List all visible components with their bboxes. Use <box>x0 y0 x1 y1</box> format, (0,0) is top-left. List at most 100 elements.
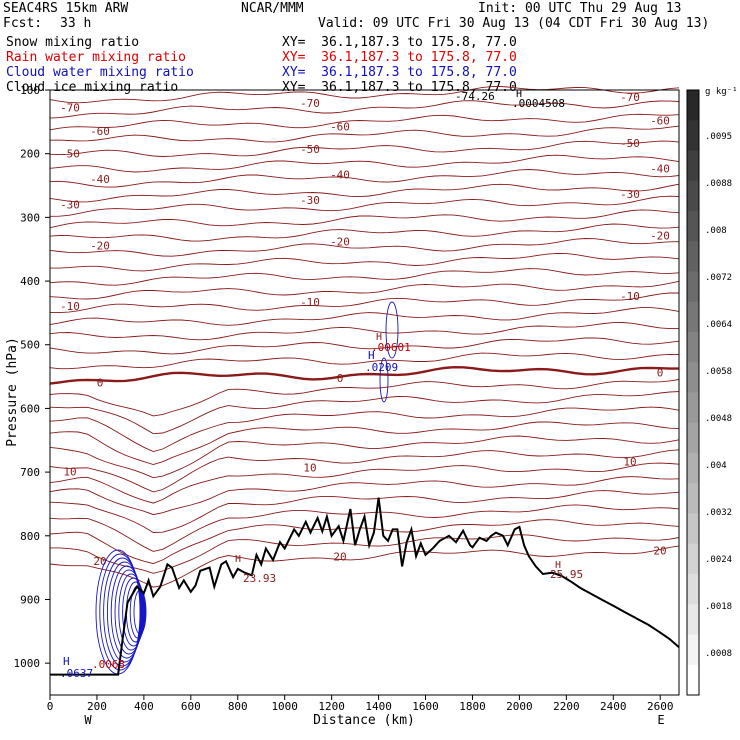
isotherm-label: -60 <box>90 125 110 138</box>
colorbar-swatch <box>687 453 699 484</box>
isotherm-label: -70 <box>300 97 320 110</box>
isotherm-line <box>49 337 680 355</box>
colorbar-swatch <box>687 392 699 424</box>
field-snow-xy: XY= 36.1,187.3 to 175.8, 77.0 <box>282 35 517 50</box>
y-tick-label: 900 <box>20 593 40 606</box>
colorbar-swatch <box>687 604 699 635</box>
x-end-label-east: E <box>657 713 664 727</box>
isotherm-label: -10 <box>300 296 320 309</box>
isotherm-line <box>49 280 680 300</box>
colorbar-tick-label: .0095 <box>705 132 732 142</box>
isotherm-line <box>49 209 680 229</box>
label-temp-max-2: 25.95 <box>550 568 583 581</box>
colorbar-swatch <box>687 664 699 696</box>
field-snow-name: Snow mixing ratio <box>6 35 140 50</box>
colorbar-tick-label: .0018 <box>705 602 732 612</box>
colorbar-swatch <box>687 301 699 333</box>
isotherm-label: -30 <box>60 198 80 211</box>
valid-time: Valid: 09 UTC Fri 30 Aug 13 (04 CDT Fri … <box>318 16 710 31</box>
label-H-top: H <box>516 89 522 100</box>
cloud-water-contour <box>106 561 143 663</box>
isotherm-label: -60 <box>330 121 350 134</box>
y-tick-label: 700 <box>20 466 40 479</box>
colorbar-swatch <box>687 513 699 545</box>
colorbar-swatch <box>687 362 699 393</box>
terrain-line <box>50 497 680 676</box>
colorbar-tick-label: .0088 <box>705 179 732 189</box>
colorbar-tick-label: .0032 <box>705 508 732 518</box>
x-tick-label: 2400 <box>600 700 627 713</box>
x-tick-label: 0 <box>47 700 54 713</box>
isotherm-label: 20 <box>93 555 106 568</box>
colorbar-swatch <box>687 120 699 151</box>
cloud-water-contours <box>95 301 399 675</box>
isotherm-label: -50 <box>620 137 640 150</box>
label-max-cloudice: -74.26 <box>455 90 495 103</box>
isotherm-line <box>49 519 680 565</box>
x-end-label-west: W <box>84 713 92 727</box>
isotherm-line <box>49 504 680 552</box>
cloud-water-contour <box>103 557 142 667</box>
field-rain-xy: XY= 36.1,187.3 to 175.8, 77.0 <box>282 50 517 65</box>
isotherm-label: 0 <box>337 372 344 385</box>
isotherm-label: 10 <box>63 466 76 479</box>
y-axis-title: Pressure (hPa) <box>5 337 20 447</box>
isotherm-label: -70 <box>620 91 640 104</box>
isotherm-line <box>49 307 680 326</box>
label-rain-mid: .00601 <box>371 341 411 354</box>
colorbar-tick-label: .008 <box>705 226 727 236</box>
x-tick-label: 1800 <box>459 700 486 713</box>
isotherm-line <box>50 534 680 574</box>
y-tick-label: 600 <box>20 402 40 415</box>
isotherm-line <box>49 223 680 242</box>
x-tick-label: 1600 <box>412 700 439 713</box>
isotherm-line <box>49 322 679 341</box>
isotherm-line <box>49 435 680 479</box>
isotherm-line <box>49 113 680 131</box>
isotherm-line <box>49 421 680 465</box>
fcst-value: 33 h <box>60 16 92 31</box>
isotherm-label: -70 <box>60 101 80 114</box>
isotherm-label: -40 <box>90 173 110 186</box>
x-tick-label: 600 <box>181 700 201 713</box>
y-tick-label: 400 <box>20 275 40 288</box>
isotherm-line <box>49 352 680 370</box>
y-tick-label: 300 <box>20 211 40 224</box>
colorbar-swatch <box>687 422 699 454</box>
isotherm-label: 20 <box>333 550 346 563</box>
label-H-cloud-mid: H <box>368 349 375 362</box>
colorbar-tick-label: .0024 <box>705 555 732 565</box>
colorbar: .0095 .0088 .008 .0072 .0064 .0058 .0048 .004 .0… <box>686 89 732 696</box>
field-rain-name: Rain water mixing ratio <box>6 50 187 65</box>
colorbar-swatch <box>687 574 699 605</box>
colorbar-tick-label: .004 <box>705 461 727 471</box>
field-cloudwater-xy: XY= 36.1,187.3 to 175.8, 77.0 <box>282 65 517 80</box>
isotherm-label: -40 <box>330 168 350 181</box>
cloud-water-contour <box>385 301 399 359</box>
label-cloud-mid: .0209 <box>365 361 398 374</box>
isotherm-label: -50 <box>300 143 320 156</box>
x-tick-label: 1400 <box>365 700 392 713</box>
isotherm-label: -20 <box>90 240 110 253</box>
isotherm-label: -60 <box>650 115 670 128</box>
colorbar-swatch <box>687 483 699 514</box>
y-tick-label: 500 <box>20 339 40 352</box>
colorbar-tick-label: .0064 <box>705 320 732 330</box>
isotherm-line <box>49 292 679 314</box>
isotherm-label: 10 <box>303 461 316 474</box>
colorbar-swatch <box>687 241 699 272</box>
x-axis-title: Distance (km) <box>313 713 415 728</box>
x-tick-label: 1200 <box>318 700 345 713</box>
isotherm-label: 0 <box>97 377 104 390</box>
x-tick-label: 2600 <box>647 700 674 713</box>
isotherm-line <box>49 391 680 435</box>
x-tick-label: 2200 <box>553 700 580 713</box>
isotherm-line <box>49 449 680 493</box>
axes: 0 200 400 600 800 1000 1200 1400 1600 1800 2000 220… <box>14 84 674 713</box>
isotherm-line <box>49 462 680 504</box>
y-tick-label: 1000 <box>14 657 41 670</box>
y-tick-label: 100 <box>20 84 40 97</box>
fcst-label: Fcst: <box>3 16 43 31</box>
isotherm-label: -20 <box>330 235 350 248</box>
